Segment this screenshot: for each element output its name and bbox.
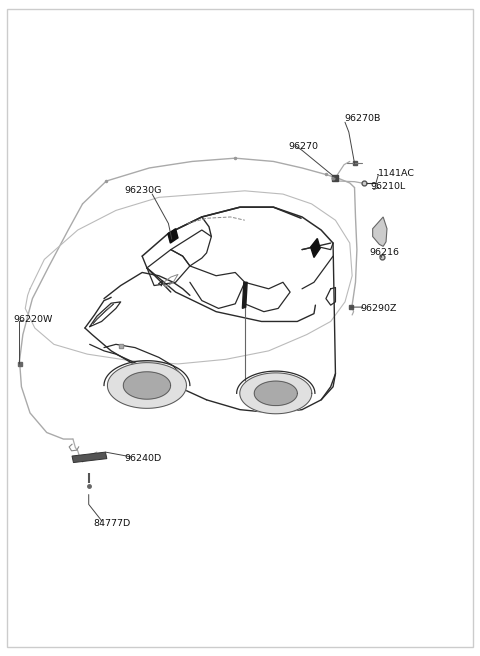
Polygon shape — [372, 217, 387, 247]
Text: 96290Z: 96290Z — [360, 304, 397, 313]
Text: 84777D: 84777D — [93, 520, 130, 529]
Polygon shape — [254, 381, 297, 405]
Polygon shape — [311, 239, 320, 257]
Polygon shape — [168, 229, 178, 243]
Polygon shape — [240, 373, 312, 414]
Text: 96230G: 96230G — [124, 186, 162, 195]
Text: 96210L: 96210L — [370, 182, 406, 191]
Text: 1141AC: 1141AC — [378, 169, 415, 178]
Text: 96270: 96270 — [288, 142, 318, 151]
Text: 96220W: 96220W — [13, 315, 53, 324]
Text: 96240D: 96240D — [124, 454, 162, 463]
Polygon shape — [123, 372, 170, 399]
Polygon shape — [108, 363, 186, 408]
Polygon shape — [72, 452, 107, 462]
Polygon shape — [242, 282, 247, 308]
Text: 96216: 96216 — [370, 249, 400, 257]
Text: 96270B: 96270B — [344, 114, 381, 123]
